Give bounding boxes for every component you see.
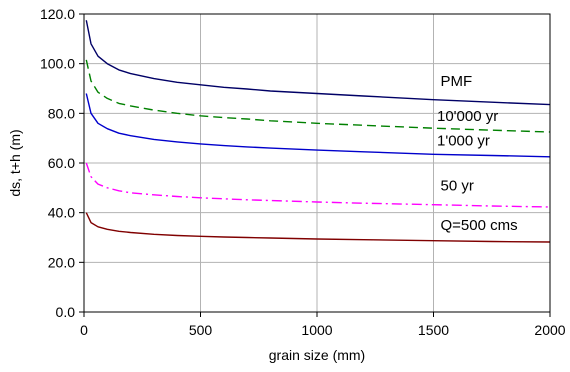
series-line-1 [85, 59, 551, 133]
x-tick-label: 500 [189, 322, 213, 338]
series-labels: PMF 10'000 yr 1'000 yr 50 yr Q=500 cms [437, 73, 518, 234]
series-label-1: 10'000 yr [437, 108, 498, 125]
series-line-0 [85, 20, 551, 106]
y-tick-label: 60.0 [48, 155, 75, 171]
series-label-3: 50 yr [440, 177, 473, 194]
axis-ticks: 0.0 20.0 40.0 60.0 80.0 100.0 120.0 0 500 1000 150… [40, 6, 566, 338]
series-line-2 [85, 93, 551, 158]
y-tick-label: 20.0 [48, 254, 75, 270]
grid [84, 14, 550, 312]
series-line-4 [85, 212, 551, 243]
x-tick-label: 1500 [418, 322, 449, 338]
x-tick-label: 2000 [534, 322, 565, 338]
y-axis-title: ds, t+h (m) [7, 129, 23, 196]
series-label-0: PMF [440, 73, 472, 90]
y-tick-label: 100.0 [40, 56, 75, 72]
x-axis-title: grain size (mm) [269, 347, 365, 363]
y-tick-label: 120.0 [40, 6, 75, 22]
series-label-2: 1'000 yr [437, 133, 490, 150]
y-tick-label: 0.0 [56, 304, 76, 320]
series-line-3 [85, 162, 551, 208]
x-tick-label: 0 [80, 322, 88, 338]
y-tick-label: 40.0 [48, 205, 75, 221]
series-lines [85, 20, 551, 243]
y-tick-label: 80.0 [48, 105, 75, 121]
series-label-4: Q=500 cms [440, 217, 517, 234]
x-tick-label: 1000 [301, 322, 332, 338]
